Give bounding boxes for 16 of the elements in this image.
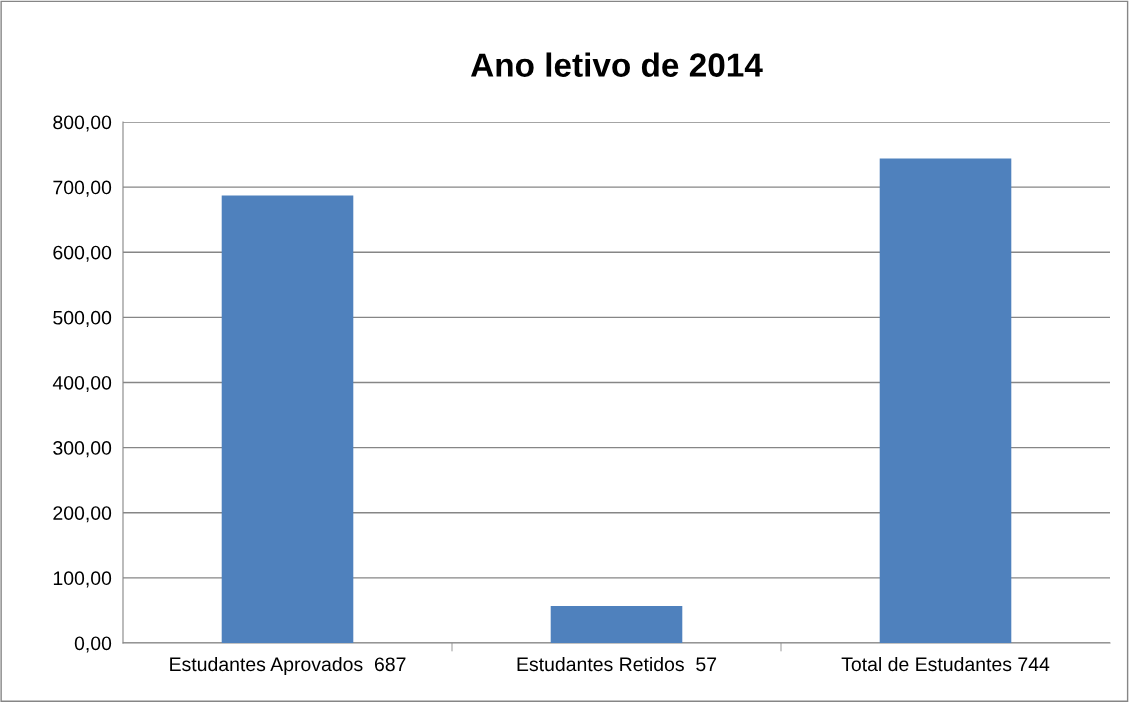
- y-tick-label: 0,00: [74, 636, 112, 653]
- bar: [879, 158, 1012, 643]
- bar: [221, 195, 354, 643]
- x-tick-label: Estudantes Retidos 57: [517, 656, 717, 672]
- y-tick-label: 700,00: [53, 180, 112, 197]
- y-tick-label: 200,00: [53, 506, 112, 523]
- y-tick-label: 400,00: [52, 375, 112, 393]
- y-tick-label: 600,00: [53, 245, 112, 262]
- x-tick-label: Estudantes Aprovados 687: [170, 656, 406, 676]
- chart-title: Ano letivo de 2014: [470, 52, 763, 77]
- y-tick-label: 800,00: [53, 115, 112, 132]
- y-tick-label: 300,00: [53, 441, 112, 458]
- bar: [550, 605, 683, 643]
- x-tick-label: Total de Estudantes 744: [841, 656, 1050, 672]
- y-tick-label: 500,00: [53, 310, 112, 327]
- y-tick-label: 100,00: [53, 571, 112, 588]
